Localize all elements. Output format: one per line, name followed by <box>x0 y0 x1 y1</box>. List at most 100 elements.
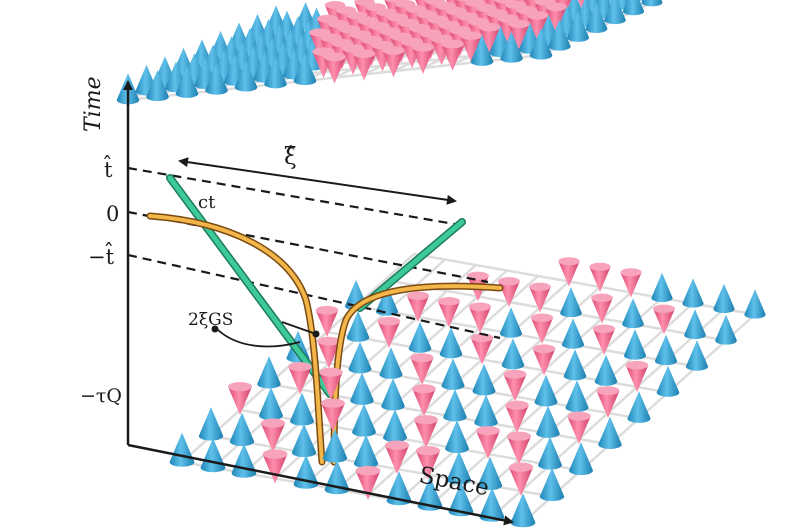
spin-down-cone <box>591 293 613 324</box>
spin-down-cone <box>406 291 430 322</box>
space-axis <box>127 443 514 526</box>
spin-up-cone <box>352 403 376 437</box>
spin-up-cone <box>443 389 467 422</box>
spin-up-cone <box>175 66 199 98</box>
spin-down-cone <box>625 360 649 392</box>
spin-up-cone <box>500 31 523 63</box>
spin-down-cone <box>567 411 591 444</box>
spin-down-cone <box>545 2 567 33</box>
spin-up-cone <box>441 358 465 390</box>
spin-down-cone <box>228 382 252 415</box>
spin-down-cone <box>377 316 401 348</box>
t-hat-level-line <box>127 166 467 228</box>
spin-down-cone <box>526 11 549 42</box>
zero-label: 0 <box>106 202 119 226</box>
spin-down-cone <box>508 462 534 496</box>
time-axis-label: Time <box>81 76 106 132</box>
spin-up-cone <box>569 442 593 476</box>
ct-label: ct <box>198 192 216 213</box>
spin-up-cone <box>379 347 403 379</box>
spin-up-cone <box>353 434 379 469</box>
spin-up-cone <box>585 3 608 33</box>
spin-down-cone <box>476 426 500 459</box>
top-lattice-spins <box>116 0 663 105</box>
xi-hat-label: ξ̂ <box>284 144 297 170</box>
ground-state-arc <box>217 329 301 348</box>
spin-down-cone <box>384 440 410 474</box>
spin-up-cone <box>381 378 405 411</box>
spin-down-cone <box>589 262 611 292</box>
spin-down-cone <box>288 362 312 395</box>
spin-up-cone <box>477 456 503 491</box>
spin-up-cone <box>470 34 494 66</box>
spin-down-cone <box>382 46 405 78</box>
spin-down-cone <box>262 449 288 484</box>
spin-up-cone <box>472 363 496 396</box>
spin-up-cone <box>350 372 374 405</box>
spin-down-cone <box>317 336 341 369</box>
minus-tau-q-label: −τQ <box>80 385 122 407</box>
spin-down-cone <box>620 268 642 298</box>
minus-t-hat-level-line <box>127 253 501 340</box>
t-hat-label: t̂ <box>103 155 113 182</box>
spin-up-cone <box>563 349 587 381</box>
ground-state-length-marker <box>211 321 320 348</box>
spin-down-cone <box>653 304 675 335</box>
spin-down-cone <box>411 42 435 74</box>
spin-up-cone <box>205 63 228 95</box>
spin-down-cone <box>459 31 483 62</box>
spin-up-cone <box>656 365 680 397</box>
spin-down-cone <box>507 19 531 50</box>
spin-up-cone <box>534 374 558 407</box>
spin-up-cone <box>684 309 706 340</box>
minus-t-hat-label: −t̂ <box>88 242 115 269</box>
spin-up-cone <box>499 307 523 338</box>
spin-down-cone <box>478 22 501 54</box>
spin-up-cone <box>604 0 626 25</box>
spin-up-cone <box>510 493 536 528</box>
spin-up-cone <box>561 318 585 349</box>
spin-up-cone <box>622 298 644 329</box>
spin-down-cone <box>323 52 346 84</box>
spin-up-cone <box>501 338 525 370</box>
spin-up-cone <box>598 416 622 449</box>
spin-up-cone <box>651 272 673 303</box>
spin-up-cone <box>529 28 553 60</box>
spin-down-cone <box>507 431 531 465</box>
spin-up-cone <box>386 471 412 506</box>
spin-up-cone <box>623 329 647 360</box>
spin-up-cone <box>565 380 589 412</box>
spin-up-cone <box>539 467 565 502</box>
spin-up-cone <box>744 289 766 319</box>
ground-state-span <box>281 321 317 335</box>
spin-down-cone <box>498 277 520 307</box>
spin-down-cone <box>529 282 551 313</box>
spin-up-cone <box>445 420 469 454</box>
spin-down-cone <box>468 302 492 333</box>
spin-down-cone <box>412 384 436 417</box>
spin-up-cone <box>293 54 317 86</box>
spin-up-cone <box>685 340 709 371</box>
spin-down-cone <box>352 49 376 81</box>
two-xi-gs-label: 2ξGS <box>188 310 233 330</box>
spin-up-cone <box>290 392 314 426</box>
spin-up-cone <box>566 11 590 42</box>
spin-down-cone <box>596 386 620 418</box>
spin-up-cone <box>594 354 618 386</box>
spin-down-cone <box>505 400 529 433</box>
spin-up-cone <box>548 19 571 51</box>
spin-down-cone <box>592 324 616 355</box>
spin-up-cone <box>375 285 399 316</box>
spin-down-cone <box>415 445 441 480</box>
spin-down-cone <box>558 257 580 287</box>
ground-state-point-b <box>312 330 320 338</box>
spin-down-cone <box>503 369 527 402</box>
spin-up-cone <box>560 287 582 318</box>
spin-up-cone <box>408 321 432 353</box>
spin-down-cone <box>315 305 339 337</box>
spin-up-cone <box>622 0 645 16</box>
spin-up-cone <box>259 387 283 421</box>
spin-up-cone <box>654 334 678 366</box>
spin-down-cone <box>437 296 461 328</box>
